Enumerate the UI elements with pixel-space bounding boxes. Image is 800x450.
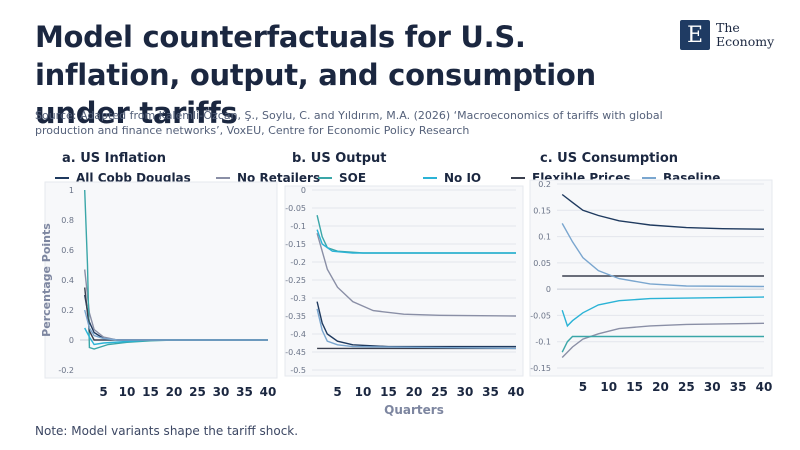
legend-label: SOE — [339, 171, 366, 185]
y-tick-label: -0.15 — [530, 364, 551, 373]
x-tick-label: 15 — [626, 380, 643, 394]
panel-background — [44, 181, 278, 379]
x-tick-label: 10 — [600, 380, 617, 394]
x-tick-label: 40 — [508, 385, 525, 399]
series-line-no-io — [561, 296, 765, 328]
x-tick-label: 10 — [119, 385, 136, 399]
series-line-no-io — [316, 229, 516, 254]
y-tick-label: -0.2 — [58, 366, 74, 375]
y-tick-label: 0 — [546, 285, 551, 294]
x-tick-label: 30 — [704, 380, 721, 394]
x-tick-label: 15 — [142, 385, 159, 399]
y-tick-label: 0.05 — [533, 259, 551, 268]
y-tick-label: 0.2 — [61, 306, 74, 315]
y-tick-label: 1 — [69, 186, 74, 195]
x-tick-label: 30 — [457, 385, 474, 399]
series-line-soe — [561, 335, 764, 353]
logo-line-1: The — [716, 20, 740, 35]
panel-background — [284, 185, 524, 377]
y-tick-label: -0.1 — [290, 222, 306, 231]
series-line-no-retailers — [561, 322, 765, 358]
y-tick-label: 0.4 — [61, 276, 74, 285]
source-text: Source: Adapted from Kalemli-Özcan, Ş., … — [35, 109, 663, 137]
x-tick-label: 20 — [406, 385, 423, 399]
x-axis-label: Quarters — [384, 403, 444, 417]
y-tick-label: -0.1 — [535, 338, 551, 347]
chart-note: Note: Model variants shape the tariff sh… — [35, 424, 299, 438]
legend-label: No IO — [444, 171, 481, 185]
panel-title: c. US Consumption — [540, 151, 678, 166]
y-tick-label: -0.4 — [290, 330, 306, 339]
y-tick-label: -0.25 — [285, 276, 306, 285]
series-line-all-cobb-douglas — [561, 193, 765, 230]
y-tick-label: -0.35 — [285, 312, 306, 321]
x-tick-label: 35 — [236, 385, 253, 399]
x-tick-label: 35 — [730, 380, 747, 394]
publisher-logo[interactable]: E The Economy — [680, 20, 774, 50]
y-tick-label: -0.5 — [290, 366, 306, 375]
y-tick-label: 0.6 — [61, 246, 74, 255]
x-tick-label: 25 — [678, 380, 695, 394]
y-axis-label: Percentage Points — [40, 223, 53, 337]
x-tick-label: 10 — [355, 385, 372, 399]
y-tick-label: 0 — [301, 186, 306, 195]
y-tick-label: 0.8 — [61, 216, 74, 225]
panel-title: a. US Inflation — [62, 151, 166, 166]
x-tick-label: 15 — [380, 385, 397, 399]
series-line-baseline — [316, 308, 517, 350]
series-line-no-retailers — [316, 233, 517, 317]
series-line-baseline — [84, 309, 268, 341]
y-tick-label: 0.2 — [538, 180, 551, 189]
y-tick-label: -0.3 — [290, 294, 306, 303]
x-tick-label: 5 — [579, 380, 587, 394]
x-tick-label: 20 — [652, 380, 669, 394]
y-tick-label: 0 — [69, 336, 74, 345]
y-tick-label: -0.15 — [285, 240, 306, 249]
logo-mark-icon: E — [680, 20, 710, 50]
x-tick-label: 25 — [431, 385, 448, 399]
x-tick-label: 35 — [482, 385, 499, 399]
y-tick-label: 0.15 — [533, 206, 551, 215]
x-tick-label: 5 — [99, 385, 107, 399]
y-tick-label: -0.2 — [290, 258, 306, 267]
x-tick-label: 30 — [213, 385, 230, 399]
x-tick-label: 5 — [333, 385, 341, 399]
y-tick-label: -0.05 — [285, 204, 306, 213]
logo-line-2: Economy — [716, 34, 775, 49]
y-tick-label: -0.05 — [530, 311, 551, 320]
series-line-baseline — [561, 223, 765, 288]
panel-background — [529, 179, 773, 377]
y-tick-label: 0.1 — [538, 233, 551, 242]
page-title: Model counterfactuals for U.S. inflation… — [35, 20, 596, 130]
panel-title: b. US Output — [292, 151, 387, 166]
x-tick-label: 20 — [166, 385, 183, 399]
x-tick-label: 40 — [756, 380, 773, 394]
x-tick-label: 25 — [189, 385, 206, 399]
y-tick-label: -0.45 — [285, 348, 306, 357]
x-tick-label: 40 — [260, 385, 277, 399]
